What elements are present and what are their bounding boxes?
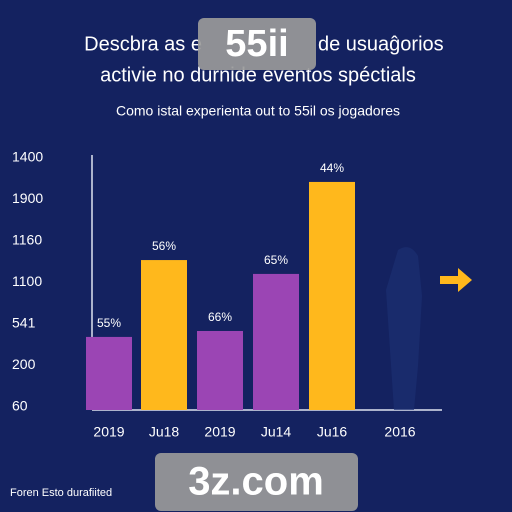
chart-title: activie no durnide eventos spéctials bbox=[100, 64, 416, 86]
x-tick-label: Ju14 bbox=[261, 424, 292, 440]
bar bbox=[197, 330, 243, 410]
bar-annotation: 44% bbox=[320, 161, 344, 175]
y-tick-label: 1160 bbox=[12, 232, 42, 248]
silhouette bbox=[386, 247, 422, 410]
x-tick-label: 2016 bbox=[384, 424, 415, 440]
watermark-box bbox=[155, 453, 358, 511]
bar-annotation: 56% bbox=[152, 239, 176, 253]
chart-title: Descbra as e bbox=[84, 33, 202, 55]
y-tick-label: 1400 bbox=[12, 149, 43, 165]
watermark: 3z.com bbox=[155, 453, 358, 511]
x-tick-label: 2019 bbox=[204, 424, 235, 440]
x-tick-label: Ju18 bbox=[149, 424, 180, 440]
bar-annotation: 55% bbox=[97, 316, 121, 330]
watermark: 55ii bbox=[198, 18, 316, 70]
watermark-box bbox=[198, 18, 316, 70]
bar-annotation: 65% bbox=[264, 253, 288, 267]
bar-annotation: 66% bbox=[208, 310, 232, 324]
footer: Foren Esto durafiited bbox=[10, 487, 112, 499]
y-tick-label: 1100 bbox=[12, 273, 42, 289]
bar bbox=[309, 181, 355, 410]
y-tick-label: 1900 bbox=[12, 190, 43, 206]
chart-title: de usuaĝorios bbox=[318, 33, 444, 55]
x-tick-label: Ju16 bbox=[317, 424, 348, 440]
y-tick-label: 541 bbox=[12, 315, 36, 331]
x-tick-label: 2019 bbox=[93, 424, 124, 440]
y-tick-label: 200 bbox=[12, 356, 36, 372]
bar bbox=[141, 260, 187, 410]
chart-subtitle: Como istal experienta out to 55il os jog… bbox=[116, 103, 400, 119]
watermark-text: 55ii bbox=[225, 23, 288, 65]
y-tick-label: 60 bbox=[12, 398, 28, 414]
bar bbox=[253, 273, 299, 410]
bar bbox=[86, 336, 132, 410]
arrow bbox=[440, 268, 472, 292]
watermark-text: 3z.com bbox=[188, 460, 324, 504]
